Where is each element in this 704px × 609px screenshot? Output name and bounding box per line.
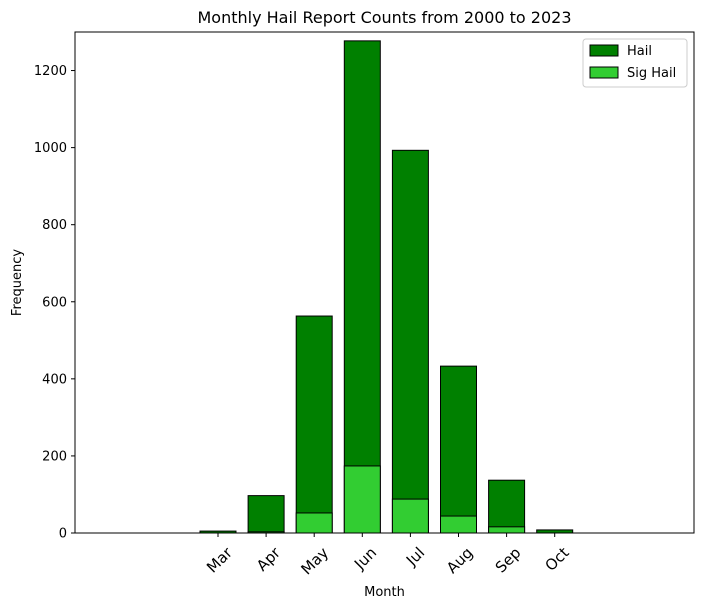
y-tick-label: 1200 bbox=[34, 64, 67, 79]
y-axis-label: Frequency bbox=[10, 249, 25, 316]
x-axis-label: Month bbox=[364, 585, 405, 600]
bar-hail-apr bbox=[247, 495, 285, 534]
y-tick-label: 0 bbox=[59, 527, 67, 542]
bar-sig-hail-may bbox=[295, 512, 333, 534]
legend-label-hail: Hail bbox=[627, 44, 652, 59]
x-tick-label-jun: Jun bbox=[350, 544, 380, 574]
legend-swatch-hail bbox=[589, 44, 619, 57]
legend-label-sig-hail: Sig Hail bbox=[627, 66, 676, 81]
bar-sig-hail-jul bbox=[391, 498, 429, 534]
y-tick-label: 1000 bbox=[34, 141, 67, 156]
legend-swatch-sig-hail bbox=[589, 66, 619, 79]
bar-sig-hail-aug bbox=[440, 515, 477, 534]
y-tick-label: 400 bbox=[42, 372, 67, 387]
bar-hail-jul bbox=[391, 149, 429, 534]
x-tick-label-apr: Apr bbox=[253, 543, 285, 575]
bar-hail-jun bbox=[343, 40, 381, 534]
x-tick-label-may: May bbox=[297, 544, 332, 579]
bar-hail-aug bbox=[440, 365, 477, 534]
bar-sig-hail-sep bbox=[488, 526, 526, 534]
legend: Hail Sig Hail bbox=[582, 38, 688, 88]
bars-layer bbox=[199, 40, 574, 534]
x-axis: Mar Apr May Jun Jul Aug Sep Oct bbox=[203, 533, 573, 578]
x-tick-label-mar: Mar bbox=[203, 543, 236, 576]
x-tick-label-jul: Jul bbox=[402, 544, 428, 570]
bar-hail-sep bbox=[488, 479, 526, 534]
x-tick-label-aug: Aug bbox=[443, 544, 476, 577]
x-tick-label-sep: Sep bbox=[492, 544, 525, 577]
x-tick-label-oct: Oct bbox=[542, 544, 573, 575]
y-tick-label: 200 bbox=[42, 449, 67, 464]
y-axis: 0 200 400 600 800 1000 1200 bbox=[34, 64, 75, 542]
bar-sig-hail-jun bbox=[343, 465, 381, 534]
chart-title: Monthly Hail Report Counts from 2000 to … bbox=[197, 8, 571, 27]
plot-area-frame bbox=[74, 31, 695, 534]
bar-hail-may bbox=[295, 315, 333, 534]
y-tick-label: 800 bbox=[42, 218, 67, 233]
y-tick-label: 600 bbox=[42, 295, 67, 310]
